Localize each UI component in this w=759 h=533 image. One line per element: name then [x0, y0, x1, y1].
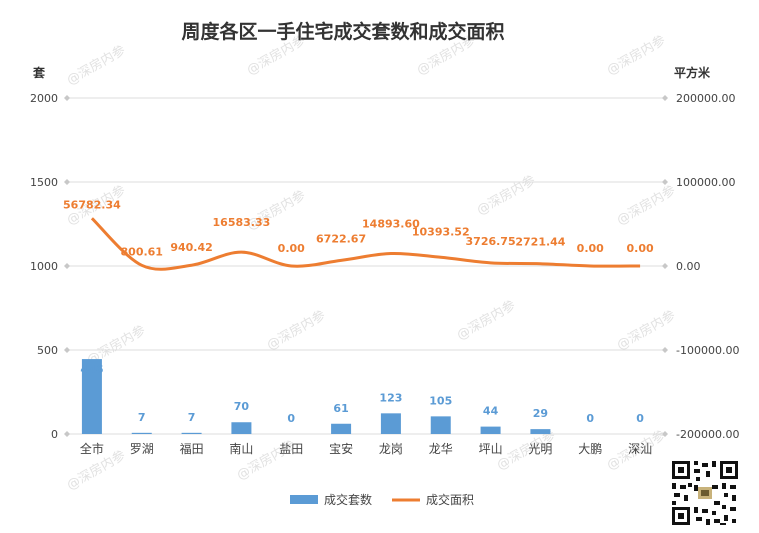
- legend-label-line: 成交面积: [426, 492, 474, 507]
- x-axis-label: 大鹏: [578, 442, 602, 456]
- right-tick-label: 0.00: [676, 260, 701, 273]
- bar-label: 446: [80, 363, 103, 376]
- bar-label: 70: [234, 400, 250, 413]
- bar-label: 0: [636, 412, 644, 425]
- x-axis-label: 光明: [528, 442, 552, 456]
- x-axis-label: 全市: [80, 441, 104, 456]
- bar: [480, 426, 501, 434]
- line-label: 6722.67: [316, 232, 366, 245]
- bar-label: 44: [483, 405, 499, 418]
- legend-label-bar: 成交套数: [324, 492, 372, 507]
- left-tick-label: 500: [37, 344, 58, 357]
- bar-label: 123: [379, 391, 402, 404]
- bar: [231, 422, 252, 434]
- left-tick-label: 1000: [30, 260, 58, 273]
- line-label: 10393.52: [412, 225, 470, 238]
- left-tick-label: 0: [51, 428, 58, 441]
- right-tick-marker: [662, 347, 668, 353]
- left-tick-marker: [64, 431, 70, 437]
- line-path: [90, 217, 641, 271]
- bar: [380, 413, 401, 434]
- watermark: @深房内参: [614, 182, 678, 228]
- line-label: 56782.34: [63, 198, 121, 211]
- grid-lines: [67, 97, 665, 435]
- watermark: @深房内参: [474, 172, 538, 218]
- watermark: @深房内参: [264, 307, 328, 353]
- line-label: 3726.75: [466, 235, 516, 248]
- chart-title: 周度各区一手住宅成交套数和成交面积: [181, 20, 504, 43]
- left-tick-label: 2000: [30, 92, 58, 105]
- bar: [131, 432, 152, 434]
- x-axis-label: 龙岗: [379, 442, 403, 456]
- left-tick-label: 1500: [30, 176, 58, 189]
- bar: [81, 359, 102, 434]
- bar: [181, 432, 202, 434]
- bar-label: 61: [333, 402, 348, 415]
- x-axis-label: 盐田: [279, 442, 303, 456]
- bar: [530, 429, 551, 434]
- left-axis-ticks: 0 500 1000 1500 2000: [30, 92, 70, 441]
- right-axis-ticks: -200000.00 -100000.00 0.00 100000.00 200000.…: [662, 92, 739, 441]
- right-axis-unit: 平方米: [674, 65, 711, 80]
- bar: [430, 416, 451, 434]
- left-tick-marker: [64, 179, 70, 185]
- x-axis-label: 坪山: [479, 442, 503, 456]
- x-axis-label: 福田: [180, 441, 204, 456]
- legend: 成交套数 成交面积: [290, 492, 474, 507]
- legend-swatch-bar: [290, 495, 318, 504]
- right-tick-label: 100000.00: [676, 176, 736, 189]
- right-tick-marker: [662, 263, 668, 269]
- left-tick-marker: [64, 95, 70, 101]
- watermark: @深房内参: [454, 297, 518, 343]
- watermark: @深房内参: [604, 32, 668, 78]
- left-tick-marker: [64, 263, 70, 269]
- bar-label: 29: [533, 407, 548, 420]
- watermark: @深房内参: [64, 42, 128, 88]
- right-tick-marker: [662, 179, 668, 185]
- x-axis-label: 宝安: [329, 441, 353, 456]
- qr-code-icon: [670, 459, 740, 527]
- line-label: 0.00: [577, 242, 604, 255]
- watermark: @深房内参: [614, 307, 678, 353]
- bar-series: 446 7 7 70 0 61 123 105 44 29 0 0: [80, 359, 644, 434]
- right-tick-marker: [662, 95, 668, 101]
- bar-label: 7: [138, 411, 146, 424]
- line-label: 940.42: [170, 241, 212, 254]
- right-tick-label: -100000.00: [676, 344, 739, 357]
- x-axis-label: 龙华: [429, 442, 453, 456]
- x-axis-labels: 全市 罗湖 福田 南山 盐田 宝安 龙岗 龙华 坪山 光明 大鹏 深汕: [80, 441, 652, 456]
- line-label: 800.61: [121, 245, 163, 258]
- line-label: 2721.44: [515, 236, 565, 249]
- x-axis-label: 深汕: [628, 442, 652, 456]
- right-tick-label: -200000.00: [676, 428, 739, 441]
- bar-label: 7: [188, 411, 196, 424]
- left-tick-marker: [64, 347, 70, 353]
- line-label: 0.00: [627, 242, 654, 255]
- line-label: 16583.33: [213, 216, 271, 229]
- x-axis-label: 罗湖: [130, 441, 154, 456]
- bar-label: 105: [429, 394, 452, 407]
- bar: [331, 423, 352, 434]
- x-axis-label: 南山: [229, 441, 253, 456]
- right-tick-label: 200000.00: [676, 92, 736, 105]
- line-label: 14893.60: [362, 217, 420, 230]
- right-tick-marker: [662, 431, 668, 437]
- bar-label: 0: [287, 412, 295, 425]
- line-label: 0.00: [278, 242, 305, 255]
- bar-label: 0: [586, 412, 594, 425]
- left-axis-unit: 套: [32, 65, 46, 80]
